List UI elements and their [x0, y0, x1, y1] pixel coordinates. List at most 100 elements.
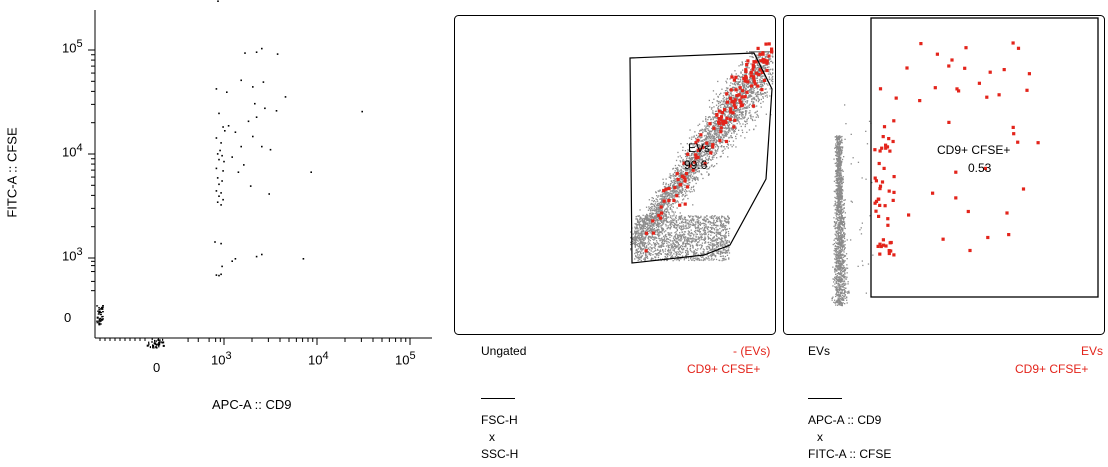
left-event-dot: [268, 193, 270, 195]
ungated-event-dot: [685, 251, 687, 254]
ungated-event-dot: [653, 243, 656, 245]
ungated-event-dot: [676, 169, 679, 171]
ungated-event-dot: [732, 128, 734, 130]
ungated-event-dot: [723, 99, 725, 101]
ungated-event-dot: [658, 212, 660, 214]
ungated-event-dot: [697, 242, 699, 244]
ungated-event-dot: [651, 244, 653, 246]
ungated-event-dot: [755, 111, 757, 113]
ungated-event-dot: [706, 253, 708, 256]
ungated-event-dot: [689, 159, 691, 161]
ungated-event-dot: [746, 79, 749, 81]
ungated-event-dot: [653, 200, 655, 202]
ungated-event-dot: [644, 225, 647, 228]
ungated-event-dot: [673, 215, 675, 217]
ungated-event-dot: [661, 193, 664, 195]
ungated-event-dot: [646, 213, 648, 216]
ungated-event-dot: [711, 240, 713, 243]
ungated-event-dot: [659, 204, 661, 206]
ungated-event-dot: [701, 234, 703, 236]
ungated-event-dot: [667, 238, 669, 240]
ungated-event-dot: [655, 191, 657, 193]
ungated-event-dot: [672, 203, 674, 205]
left-event-dot: [255, 51, 258, 53]
ungated-event-dot: [679, 186, 681, 188]
ungated-event-dot: [707, 256, 709, 258]
ungated-event-dot: [677, 248, 680, 250]
ungated-event-dot: [673, 245, 675, 248]
ungated-event-dot: [664, 202, 667, 204]
ungated-event-dot: [668, 197, 670, 200]
ungated-event-dot: [737, 82, 739, 84]
ungated-event-dot: [680, 226, 683, 229]
ungated-event-dot: [682, 242, 684, 244]
cd9-cfse-event-dot: [756, 84, 760, 88]
ungated-event-dot: [659, 195, 662, 197]
left-event-dot: [261, 253, 263, 256]
ungated-event-dot: [742, 111, 744, 113]
ungated-event-dot: [669, 206, 671, 209]
ungated-event-dot: [717, 107, 719, 109]
ungated-event-dot: [671, 196, 673, 198]
ungated-event-dot: [721, 225, 723, 228]
ungated-event-dot: [728, 258, 730, 260]
ungated-event-dot: [655, 240, 658, 242]
ungated-event-dot: [757, 57, 759, 59]
ungated-event-dot: [739, 91, 741, 93]
ungated-event-dot: [663, 231, 665, 233]
left-event-dot: [215, 167, 218, 170]
ungated-event-dot: [639, 217, 641, 219]
ungated-event-dot: [766, 51, 768, 53]
ungated-event-dot: [687, 149, 689, 151]
ungated-event-dot: [712, 222, 714, 224]
ungated-event-dot: [649, 243, 651, 245]
left-event-dot: [218, 183, 220, 186]
ungated-event-dot: [678, 192, 680, 194]
ungated-event-dot: [720, 234, 722, 237]
ungated-event-dot: [656, 233, 658, 236]
ungated-event-dot: [647, 218, 650, 221]
ungated-event-dot: [650, 202, 652, 205]
ungated-event-dot: [636, 235, 639, 238]
ungated-event-dot: [703, 228, 705, 231]
ungated-event-dot: [731, 106, 733, 108]
ungated-event-dot: [655, 211, 658, 213]
ungated-event-dot: [690, 235, 692, 237]
ungated-event-dot: [675, 237, 677, 240]
ungated-event-dot: [689, 219, 692, 221]
ungated-event-dot: [698, 170, 700, 172]
ungated-event-dot: [713, 137, 715, 139]
ungated-event-dot: [671, 235, 673, 237]
cd9-cfse-event-dot: [682, 161, 686, 165]
ungated-event-dot: [672, 206, 674, 208]
ungated-event-dot: [657, 204, 660, 206]
ungated-event-dot: [641, 249, 644, 251]
ungated-event-dot: [761, 65, 763, 67]
ungated-event-dot: [745, 66, 747, 68]
ungated-event-dot: [640, 227, 642, 229]
ungated-event-dot: [665, 225, 667, 227]
ev-event-dot: [845, 276, 847, 278]
ungated-event-dot: [741, 93, 743, 95]
ungated-event-dot: [728, 95, 730, 97]
ungated-event-dot: [657, 210, 659, 212]
ev-gate-polygon[interactable]: [629, 52, 773, 264]
ungated-event-dot: [689, 129, 691, 131]
cd9-cfse-event-dot: [694, 153, 698, 157]
ungated-event-dot: [678, 253, 680, 255]
cd9-cfse-event-dot: [694, 156, 698, 160]
ungated-event-dot: [656, 237, 658, 239]
ungated-event-dot: [695, 145, 697, 147]
left-y-zero-pileup: [99, 323, 102, 325]
ungated-event-dot: [651, 248, 653, 250]
ungated-event-dot: [715, 93, 717, 95]
ungated-event-dot: [686, 222, 688, 224]
ungated-event-dot: [670, 247, 672, 249]
ungated-event-dot: [712, 134, 714, 136]
ungated-event-dot: [655, 231, 657, 233]
ungated-event-dot: [734, 128, 737, 130]
ungated-event-dot: [724, 228, 726, 230]
ungated-event-dot: [745, 88, 748, 90]
left-y-zero-pileup: [101, 308, 104, 310]
ungated-event-dot: [665, 218, 667, 220]
